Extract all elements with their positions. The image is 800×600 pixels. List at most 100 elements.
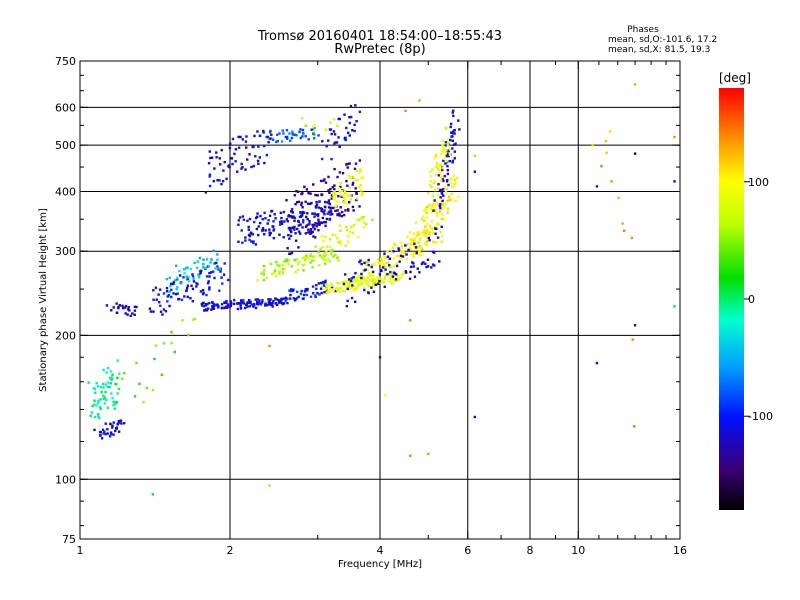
- data-point: [431, 263, 435, 266]
- data-point: [351, 205, 355, 209]
- data-point: [189, 267, 192, 271]
- data-point: [267, 301, 270, 304]
- data-point: [441, 150, 445, 154]
- data-point: [442, 179, 445, 183]
- data-point: [253, 303, 256, 307]
- data-point: [358, 110, 362, 114]
- data-point: [253, 220, 256, 224]
- data-point: [244, 140, 248, 143]
- data-point: [122, 371, 126, 375]
- data-point: [212, 179, 216, 183]
- data-point: [172, 280, 176, 284]
- data-point: [208, 301, 211, 305]
- data-point: [185, 275, 188, 278]
- data-point: [262, 278, 266, 282]
- data-point: [333, 187, 336, 191]
- data-point: [108, 435, 112, 438]
- data-point: [429, 208, 433, 211]
- data-point: [336, 281, 339, 285]
- data-point: [371, 218, 374, 222]
- data-point: [366, 276, 370, 279]
- data-point: [673, 305, 676, 308]
- x-tick-label: 16: [673, 544, 687, 557]
- data-point: [441, 213, 444, 216]
- data-point: [301, 117, 304, 120]
- data-point: [350, 286, 353, 290]
- data-point: [237, 219, 241, 222]
- data-point: [456, 176, 459, 180]
- data-point: [309, 232, 312, 235]
- data-point: [110, 309, 113, 312]
- data-point: [355, 279, 358, 282]
- data-point: [420, 231, 423, 234]
- data-point: [312, 137, 316, 140]
- data-point: [338, 171, 342, 174]
- data-point: [318, 223, 321, 226]
- data-point: [272, 236, 276, 240]
- data-point: [261, 229, 265, 232]
- data-point: [298, 232, 302, 235]
- data-point: [338, 145, 341, 149]
- data-point: [337, 187, 341, 190]
- data-point: [605, 151, 608, 154]
- data-point: [600, 164, 603, 168]
- data-point: [205, 258, 209, 261]
- data-point: [103, 396, 107, 399]
- data-point: [214, 267, 217, 270]
- data-point: [211, 300, 214, 304]
- data-point: [285, 259, 289, 263]
- data-point: [300, 201, 303, 205]
- data-point: [231, 162, 234, 166]
- data-point: [441, 207, 445, 211]
- data-point: [93, 428, 96, 432]
- data-point: [205, 293, 208, 297]
- data-point: [252, 240, 255, 243]
- data-point: [356, 284, 360, 287]
- data-point: [376, 279, 379, 282]
- data-point: [106, 381, 110, 384]
- data-point: [312, 183, 315, 186]
- data-point: [436, 227, 440, 231]
- data-point: [322, 258, 326, 261]
- data-point: [451, 130, 455, 133]
- data-point: [374, 278, 378, 282]
- data-point: [340, 189, 343, 193]
- data-point: [353, 129, 356, 133]
- data-point: [305, 289, 309, 292]
- data-point: [391, 246, 395, 249]
- data-point: [320, 157, 324, 161]
- y-tick-label: 500: [55, 139, 76, 152]
- data-point: [299, 128, 302, 131]
- data-point: [293, 219, 296, 223]
- data-point: [436, 162, 439, 165]
- data-point: [447, 183, 450, 187]
- data-point: [433, 180, 437, 183]
- data-point: [159, 304, 162, 307]
- data-point: [306, 287, 309, 291]
- y-axis-label: Stationary phase Virtual Height [km]: [38, 208, 49, 392]
- data-point: [400, 241, 403, 244]
- data-point: [185, 286, 189, 290]
- data-point: [102, 386, 105, 389]
- data-point: [363, 221, 366, 224]
- data-point: [336, 256, 339, 260]
- x-tick-label: 1: [77, 544, 84, 557]
- data-point: [389, 280, 392, 283]
- data-point: [334, 287, 338, 290]
- data-point: [409, 242, 412, 246]
- data-point: [234, 160, 237, 163]
- data-point: [300, 203, 303, 207]
- data-point: [246, 158, 249, 161]
- data-point: [473, 154, 477, 158]
- data-point: [325, 250, 328, 253]
- data-point: [430, 185, 433, 189]
- data-point: [281, 264, 285, 267]
- data-point: [216, 258, 219, 261]
- data-point: [449, 125, 452, 129]
- data-point: [439, 179, 443, 182]
- data-point: [311, 266, 314, 269]
- data-point: [321, 140, 324, 143]
- data-point: [270, 303, 273, 307]
- data-point: [413, 239, 417, 243]
- data-point: [264, 217, 267, 220]
